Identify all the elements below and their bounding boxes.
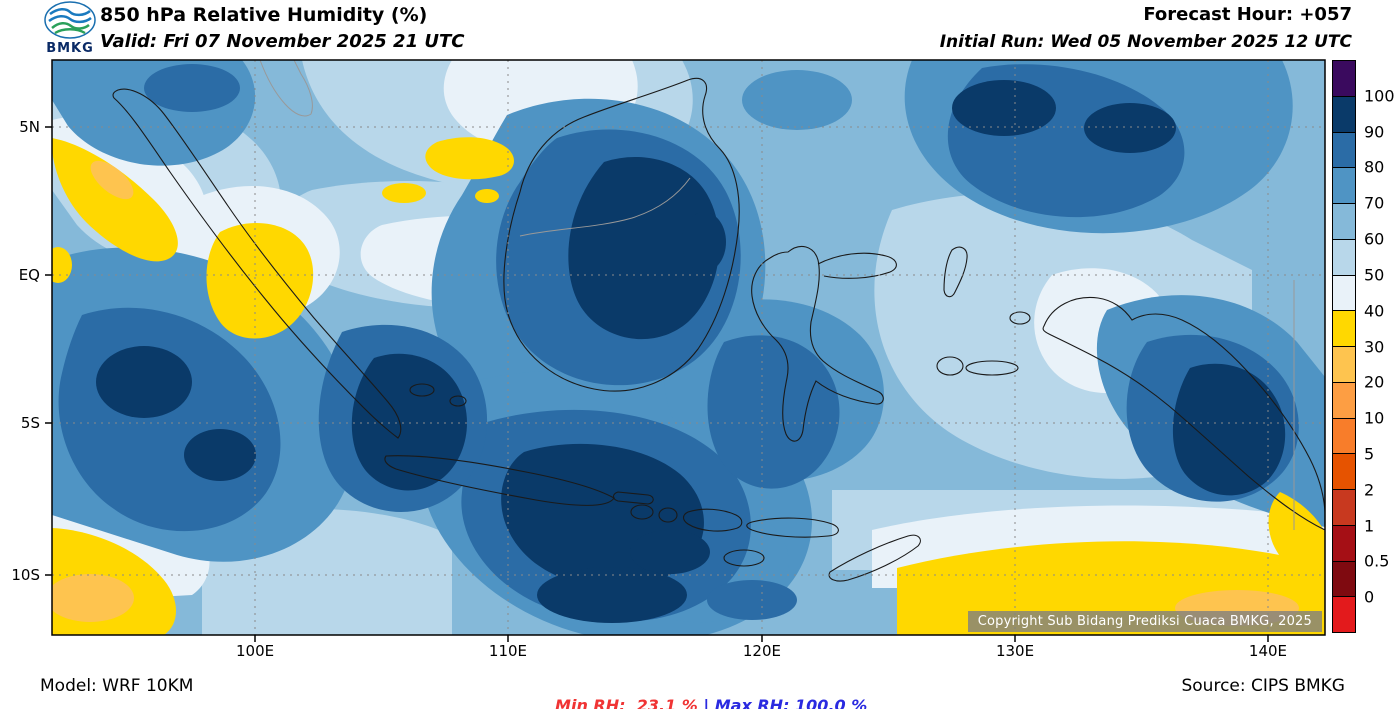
- valid-time-label: Valid: Fri 07 November 2025 21 UTC: [100, 31, 465, 52]
- minmax-readout: Min RH: 23.1 % | Max RH: 100.0 %: [533, 677, 867, 709]
- humidity-map-svg: [45, 59, 1326, 642]
- colorbar-segment: [1333, 524, 1355, 561]
- map-frame: [51, 59, 1326, 636]
- coastlines: [112, 77, 1325, 582]
- colorbar-tick-label: 50: [1364, 265, 1385, 285]
- bmkg-logo: BMKG: [40, 1, 100, 56]
- colorbar-tick-label: 2: [1364, 480, 1375, 500]
- colorbar-segment: [1333, 346, 1355, 382]
- y-axis: 5N EQ 5S 10S: [0, 60, 48, 635]
- source-label: Source: CIPS BMKG: [1181, 676, 1345, 696]
- colorbar-segment: [1333, 596, 1355, 632]
- min-rh-label: Min RH: 23.1 %: [555, 696, 698, 709]
- colorbar-segment: [1333, 95, 1355, 132]
- colorbar-tick-label: 80: [1364, 157, 1385, 177]
- gridlines: [52, 60, 1325, 635]
- colorbar-tick-label: 10: [1364, 408, 1385, 428]
- page-title: 850 hPa Relative Humidity (%): [100, 4, 428, 26]
- minmax-separator: |: [703, 696, 710, 709]
- x-axis-tick-label: 120E: [742, 642, 781, 660]
- x-axis: 100E 110E 120E 130E 140E: [52, 640, 1325, 662]
- colorbar-tick-label: 60: [1364, 229, 1385, 249]
- x-axis-tick-label: 140E: [1248, 642, 1288, 660]
- x-axis-tick-label: 130E: [995, 642, 1035, 660]
- colorbar-segment: [1333, 274, 1355, 311]
- colorbar-segment: [1333, 381, 1355, 418]
- y-axis-tick-label: 10S: [11, 566, 40, 585]
- colorbar-segment: [1333, 203, 1355, 239]
- max-rh-label: Max RH: 100.0 %: [714, 696, 868, 709]
- colorbar-labels: 100 90 80 70 60 50 40 30 20 10 5 2 1 0.5 0: [1364, 60, 1400, 633]
- colorbar-tick-label: 0.5: [1364, 551, 1390, 571]
- humidity-map: Copyright Sub Bidang Prediksi Cuaca BMKG…: [45, 59, 1326, 642]
- axis-ticks: [45, 126, 1269, 642]
- x-axis-tick-label: 110E: [488, 642, 528, 660]
- colorbar-tick-label: 90: [1364, 122, 1385, 142]
- colorbar-tick-label: 70: [1364, 193, 1385, 213]
- colorbar-segment: [1333, 417, 1355, 454]
- colorbar-segment: [1333, 61, 1355, 96]
- colorbar-segment: [1333, 167, 1355, 203]
- forecast-hour-label: Forecast Hour: +057: [1143, 4, 1352, 25]
- colorbar: [1332, 60, 1356, 633]
- colorbar-segment: [1333, 453, 1355, 489]
- colorbar-tick-label: 0: [1364, 587, 1375, 607]
- colorbar-tick-label: 20: [1364, 372, 1385, 392]
- colorbar-tick-label: 40: [1364, 301, 1385, 321]
- colorbar-tick-label: 5: [1364, 444, 1375, 464]
- y-axis-tick-label: EQ: [18, 265, 40, 284]
- colorbar-tick-label: 100: [1364, 86, 1395, 106]
- bmkg-logo-emblem: [44, 1, 96, 39]
- contour-field: [52, 60, 1325, 635]
- copyright-overlay: Copyright Sub Bidang Prediksi Cuaca BMKG…: [967, 611, 1322, 632]
- colorbar-segment: [1333, 489, 1355, 525]
- y-axis-tick-label: 5N: [19, 117, 40, 136]
- colorbar-tick-label: 30: [1364, 337, 1385, 356]
- colorbar-segment: [1333, 238, 1355, 275]
- colorbar-segment: [1333, 310, 1355, 346]
- colorbar-tick-label: 1: [1364, 516, 1375, 536]
- initial-run-label: Initial Run: Wed 05 November 2025 12 UTC: [939, 32, 1352, 52]
- colorbar-segment: [1333, 131, 1355, 168]
- x-axis-tick-label: 100E: [235, 642, 275, 660]
- colorbar-segment: [1333, 560, 1355, 597]
- country-borders: [259, 60, 1295, 530]
- bmkg-logo-text: BMKG: [46, 41, 94, 56]
- y-axis-tick-label: 5S: [20, 413, 40, 432]
- model-label: Model: WRF 10KM: [40, 676, 194, 696]
